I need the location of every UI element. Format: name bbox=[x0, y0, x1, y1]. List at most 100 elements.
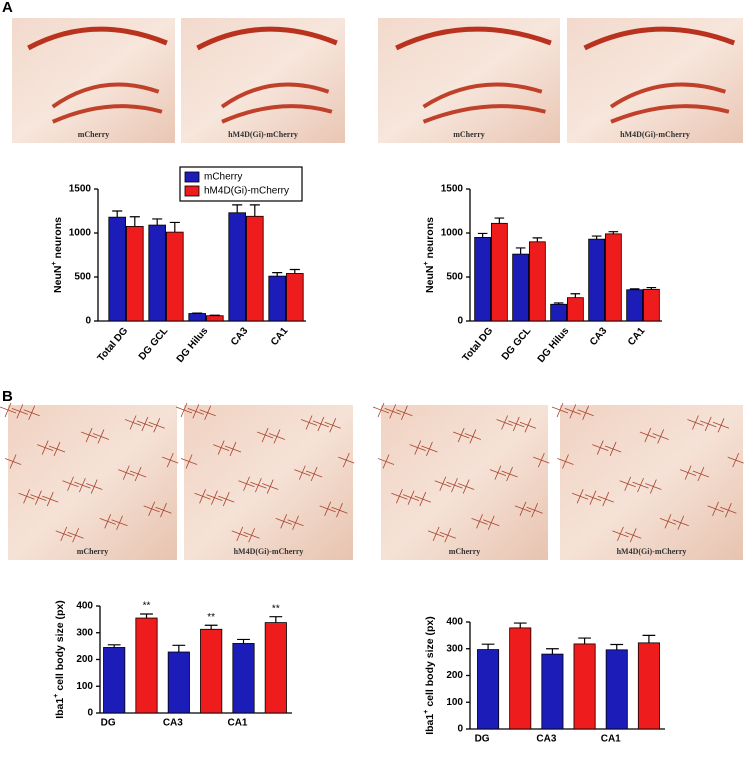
error-bar bbox=[578, 637, 591, 644]
x-tick-label: DG bbox=[101, 718, 116, 729]
y-axis-label: Iba1+ cell body size (px) bbox=[423, 616, 436, 735]
error-bar bbox=[140, 613, 153, 619]
bar bbox=[268, 275, 286, 322]
bar bbox=[637, 642, 660, 730]
x-tick-label: CA3 bbox=[229, 325, 251, 348]
microglia bbox=[129, 466, 147, 482]
microglia bbox=[92, 429, 110, 444]
bar bbox=[108, 216, 127, 322]
bar bbox=[626, 289, 644, 322]
error-bar bbox=[515, 247, 526, 255]
microglia bbox=[275, 514, 292, 529]
microglia bbox=[439, 528, 456, 543]
error-bar bbox=[272, 272, 283, 277]
microglia bbox=[421, 441, 438, 457]
microglia bbox=[571, 489, 589, 504]
microglia bbox=[18, 489, 35, 504]
microglia bbox=[86, 479, 103, 494]
y-label-main: Iba1 bbox=[54, 698, 66, 719]
error-bar bbox=[249, 204, 260, 217]
bar bbox=[528, 241, 546, 322]
microglia bbox=[377, 454, 395, 469]
microglia bbox=[514, 501, 532, 516]
microglia bbox=[391, 489, 408, 504]
tissue-layer bbox=[395, 26, 552, 51]
microglia bbox=[256, 427, 274, 443]
micrograph-label: mCherry bbox=[453, 130, 485, 139]
y-label-main: NeuN bbox=[52, 266, 64, 293]
bar bbox=[642, 288, 660, 322]
microglia bbox=[155, 503, 172, 518]
tissue-layer bbox=[583, 26, 736, 51]
microglia bbox=[213, 440, 230, 455]
micrograph-label: hM4D(Gi)-mCherry bbox=[228, 130, 298, 139]
microglia bbox=[67, 528, 84, 543]
y-tick-label: 0 bbox=[457, 724, 463, 735]
microglia bbox=[700, 416, 717, 432]
micrograph bbox=[560, 405, 743, 560]
micrograph-label: mCherry bbox=[449, 547, 481, 556]
microglia bbox=[508, 416, 525, 432]
microglia bbox=[23, 405, 40, 420]
x-tick-label: DG bbox=[475, 734, 490, 745]
error-bar bbox=[107, 644, 121, 648]
microglia bbox=[687, 415, 704, 430]
microglia bbox=[218, 491, 235, 507]
error-bar bbox=[204, 624, 218, 630]
microglia bbox=[604, 441, 622, 457]
bar bbox=[490, 222, 508, 322]
y-label-sup: + bbox=[53, 694, 60, 698]
microglia bbox=[42, 491, 59, 507]
microglia bbox=[712, 418, 730, 433]
microglia bbox=[4, 454, 22, 469]
bar bbox=[264, 622, 287, 714]
microglia bbox=[124, 415, 142, 430]
error-bar bbox=[481, 643, 495, 650]
tissue-layer bbox=[27, 26, 168, 51]
microglia bbox=[434, 476, 451, 491]
x-tick-label: DG Hilus bbox=[175, 325, 211, 365]
error-bar bbox=[172, 644, 186, 653]
y-tick-label: 0 bbox=[457, 316, 463, 327]
significance: ** bbox=[143, 601, 151, 612]
y-tick-label: 200 bbox=[76, 654, 93, 665]
significance: ** bbox=[207, 612, 215, 623]
x-tick-label: DG GCL bbox=[500, 326, 533, 363]
y-tick-label: 100 bbox=[76, 681, 93, 692]
error-bar bbox=[570, 293, 581, 298]
microglia bbox=[99, 514, 116, 529]
microglia bbox=[262, 479, 279, 494]
error-bar bbox=[546, 648, 559, 655]
bar bbox=[477, 649, 500, 730]
error-bar bbox=[129, 216, 140, 227]
microglia bbox=[199, 405, 216, 420]
microglia bbox=[409, 440, 426, 455]
x-tick-label: CA3 bbox=[163, 718, 183, 729]
microglia bbox=[175, 402, 193, 418]
x-tick-label: CA1 bbox=[626, 325, 648, 348]
microglia bbox=[483, 515, 500, 530]
x-tick-label: CA3 bbox=[588, 325, 610, 348]
x-tick-label: DG GCL bbox=[137, 326, 170, 363]
microglia bbox=[396, 405, 413, 420]
microglia bbox=[458, 479, 475, 494]
microglia bbox=[384, 404, 401, 419]
y-label-sup: + bbox=[423, 261, 430, 265]
bar bbox=[512, 253, 530, 322]
microglia bbox=[136, 416, 154, 432]
micrograph-label: mCherry bbox=[78, 130, 110, 139]
microglia bbox=[519, 418, 537, 433]
microglia bbox=[597, 491, 614, 507]
legend-box bbox=[179, 166, 303, 202]
error-bar bbox=[532, 237, 543, 242]
y-tick-label: 1500 bbox=[69, 184, 92, 195]
error-bar bbox=[610, 643, 624, 650]
x-tick-label: CA1 bbox=[601, 734, 621, 745]
micrograph-label: hM4D(Gi)-mCherry bbox=[620, 130, 690, 139]
y-axis-label: NeuN+ neurons bbox=[51, 217, 64, 293]
microglia bbox=[584, 490, 602, 505]
panel-letter: A bbox=[2, 0, 13, 16]
microglia bbox=[707, 501, 724, 516]
microglia bbox=[268, 429, 286, 444]
microglia bbox=[243, 528, 260, 543]
